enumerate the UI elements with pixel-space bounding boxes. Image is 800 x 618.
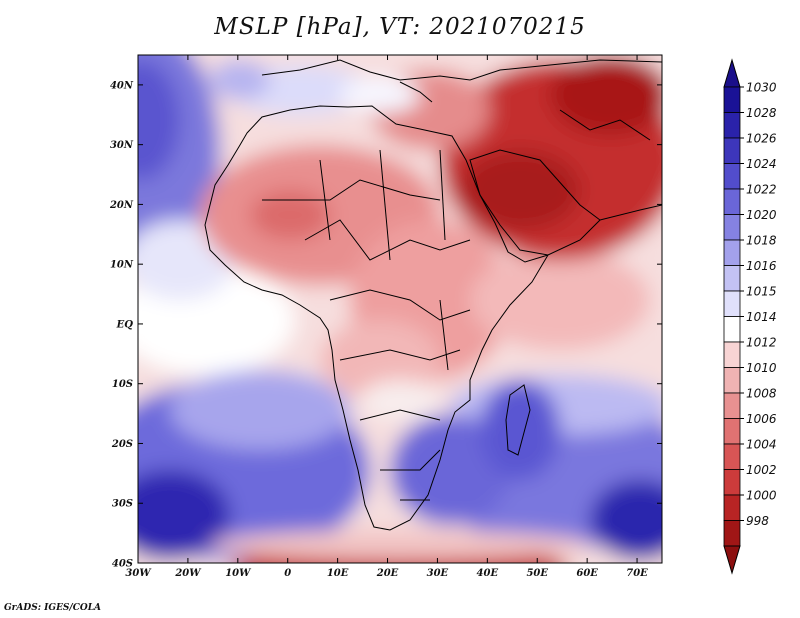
lat-label: 40S (112, 559, 133, 570)
colorbar-label: 1015 (746, 285, 777, 299)
colorbar-label: 1012 (746, 336, 777, 350)
colorbar-label: 1010 (746, 361, 777, 375)
lon-label: 20E (376, 568, 399, 579)
colorbar-swatch (723, 494, 741, 521)
lat-label: 30S (112, 499, 133, 510)
colorbar-swatch (723, 469, 741, 496)
map-title: MSLP [hPa], VT: 2021070215 (214, 14, 586, 40)
colorbar-label: 1026 (746, 132, 777, 146)
colorbar-swatch (723, 214, 741, 241)
colorbar-swatch (723, 86, 741, 113)
colorbar-swatch (723, 418, 741, 445)
colorbar-swatch (723, 265, 741, 292)
lon-label: 50E (526, 568, 548, 579)
lat-label: 10N (110, 260, 134, 271)
colorbar-label: 1022 (746, 183, 777, 197)
lon-label: 20W (174, 568, 202, 579)
colorbar-label: 1028 (746, 106, 777, 120)
lat-label: 30N (110, 140, 134, 151)
lon-label: 30E (427, 568, 449, 579)
plot-frame (137, 54, 663, 564)
colorbar-swatch (723, 112, 741, 139)
colorbar-label: 1030 (746, 81, 777, 95)
colorbar-swatch (723, 316, 741, 343)
lon-label: 60E (576, 568, 598, 579)
lon-label: 70E (626, 568, 648, 579)
colorbar-swatch (723, 392, 741, 419)
colorbar-label: 1020 (746, 208, 777, 222)
colorbar-swatch (723, 290, 741, 317)
colorbar: 1030 1028 1026 1024 1022 1020 1018 1016 1015 1014… (723, 58, 777, 575)
lat-label: 40N (110, 80, 134, 91)
colorbar-label: 1024 (746, 157, 777, 171)
colorbar-swatch (723, 188, 741, 215)
lon-label: 10E (327, 568, 349, 579)
coastlines (204, 59, 662, 531)
colorbar-label: 1002 (746, 463, 777, 477)
colorbar-label: 1000 (746, 489, 777, 503)
colorbar-label: 1004 (746, 438, 777, 452)
colorbar-label: 1018 (746, 234, 777, 248)
colorbar-swatch (723, 239, 741, 266)
colorbar-top-arrow (723, 58, 741, 88)
lat-label: 20N (109, 200, 134, 211)
colorbar-label: 1008 (746, 387, 777, 401)
colorbar-label: 1006 (746, 412, 777, 426)
colorbar-swatch (723, 341, 741, 368)
colorbar-bottom-arrow (723, 545, 741, 575)
colorbar-label: 1014 (746, 310, 777, 324)
lon-label: 40E (477, 568, 499, 579)
colorbar-swatch (723, 367, 741, 394)
colorbar-label: 1016 (746, 259, 777, 273)
lon-label: 30W (125, 568, 152, 579)
lat-label: 20S (111, 439, 133, 450)
pressure-field (138, 55, 662, 563)
lat-label: EQ (116, 319, 134, 330)
colorbar-swatch (723, 137, 741, 164)
credit-text: GrADS: IGES/COLA (4, 603, 102, 613)
colorbar-swatch (723, 520, 741, 547)
lat-label: 10S (112, 379, 133, 390)
lon-label: 0 (284, 568, 291, 579)
colorbar-swatch (723, 163, 741, 190)
lon-label: 10W (225, 568, 252, 579)
colorbar-label: 998 (746, 514, 769, 528)
colorbar-swatch (723, 443, 741, 470)
